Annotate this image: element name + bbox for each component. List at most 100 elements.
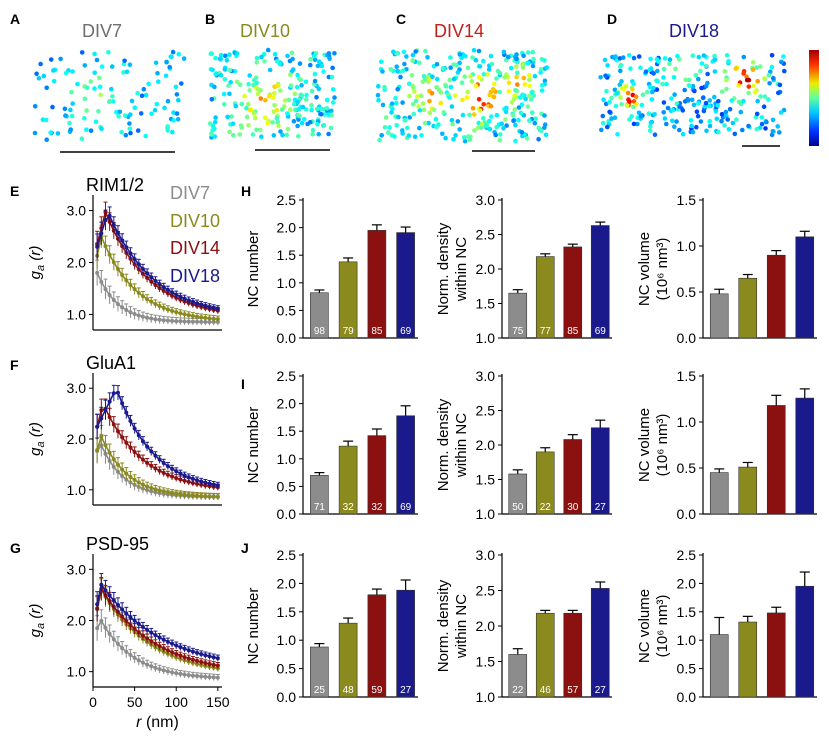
cluster-dot [599, 127, 604, 133]
cluster-dot [410, 52, 416, 58]
gr-chart-g: PSD-95 1.0 2.0 3.0 0 50 100 150 r (nm) ga (r) [27, 534, 230, 731]
cluster-dot [520, 61, 525, 67]
cluster-dot [227, 52, 232, 57]
cluster-dot [127, 62, 133, 67]
cluster-dot [515, 82, 520, 87]
bar-div7 [709, 293, 729, 339]
data-point [186, 475, 191, 480]
cluster-dot [274, 116, 280, 121]
cluster-dot [41, 73, 47, 79]
cluster-dot [443, 135, 448, 141]
legend-div14: DIV14 [170, 238, 220, 258]
cluster-dot [135, 90, 140, 96]
cluster-dot [649, 89, 655, 95]
data-point [128, 418, 133, 423]
cluster-dot [542, 113, 547, 118]
cluster-dot [704, 128, 709, 134]
cluster-dot [420, 101, 426, 106]
cluster-dot [782, 68, 787, 74]
cluster-dot [506, 89, 512, 94]
nanocluster-map-div18 [598, 53, 787, 138]
cluster-dot [712, 69, 718, 74]
data-point [207, 654, 212, 659]
cluster-dot [321, 122, 327, 128]
data-point [128, 445, 133, 450]
cluster-dot [503, 117, 508, 122]
cluster-dot [258, 96, 264, 101]
cluster-dot [124, 69, 130, 75]
cluster-dot [68, 127, 73, 132]
cluster-dot [380, 102, 386, 108]
cluster-dot [754, 65, 759, 70]
cluster-dot [96, 109, 101, 114]
y-tick-label: 1.5 [277, 604, 297, 620]
data-point [186, 673, 191, 678]
cluster-dot [683, 77, 688, 83]
cluster-dot [509, 100, 515, 105]
cluster-dot [526, 93, 532, 99]
cluster-dot [278, 88, 283, 93]
data-point [153, 641, 158, 646]
cluster-dot [665, 105, 671, 111]
y-tick-label: 2.5 [476, 583, 496, 599]
data-point [195, 314, 200, 319]
panel-title-div18: DIV18 [669, 21, 719, 41]
cluster-dot [671, 75, 677, 80]
data-point [207, 316, 212, 321]
cluster-dot [600, 120, 606, 126]
bar-div7 [709, 634, 729, 698]
cluster-dot [771, 75, 776, 81]
cluster-dot [448, 65, 454, 70]
data-point [107, 293, 112, 298]
panel-letter-d: D [607, 11, 617, 27]
cluster-dot [376, 84, 381, 89]
data-point [207, 481, 212, 486]
cluster-dot [726, 127, 732, 132]
cluster-dot [230, 133, 236, 138]
cluster-dot [713, 108, 719, 114]
cluster-dot [516, 105, 522, 110]
cluster-dot [321, 69, 326, 74]
cluster-dot [680, 131, 686, 137]
bar-chart-j-0: 0.0 0.5 1.0 1.5 2.0 2.5 NC number 25 48 59 27 [245, 547, 418, 705]
data-point [120, 272, 125, 277]
data-point [145, 662, 150, 667]
cluster-dot [489, 114, 494, 119]
cluster-dot [116, 113, 121, 119]
data-point [203, 653, 208, 658]
cluster-dot [98, 92, 103, 98]
y-tick-label: 3.0 [67, 380, 87, 396]
cluster-dot [493, 132, 499, 138]
y-tick-label: 1.0 [476, 330, 496, 346]
bar-div14 [766, 405, 786, 515]
cluster-dot [254, 55, 260, 61]
cluster-dot [36, 76, 42, 81]
data-point [120, 607, 125, 612]
data-point [199, 479, 204, 484]
cluster-dot [258, 127, 263, 133]
cluster-dot [298, 77, 304, 83]
cluster-dot [501, 49, 507, 55]
cluster-dot [44, 137, 49, 142]
cluster-dot [165, 98, 171, 104]
cluster-dot [651, 86, 656, 91]
cluster-dot [272, 103, 277, 108]
legend-div18: DIV18 [170, 266, 220, 286]
cluster-dot [694, 109, 700, 114]
cluster-dot [521, 53, 526, 59]
data-point [124, 440, 129, 445]
cluster-dot [377, 137, 382, 143]
cluster-dot [664, 81, 669, 87]
cluster-dot [497, 89, 503, 95]
data-point [149, 279, 154, 284]
y-tick-label: 0.0 [277, 330, 297, 346]
cluster-dot [775, 124, 780, 129]
data-point [120, 474, 125, 479]
y-tick-label: 1.0 [476, 689, 496, 705]
data-point [182, 492, 187, 497]
cluster-dot [667, 61, 672, 67]
cluster-dot [318, 106, 324, 112]
data-point [111, 298, 116, 303]
cluster-dot [170, 49, 176, 55]
data-point [186, 479, 191, 484]
